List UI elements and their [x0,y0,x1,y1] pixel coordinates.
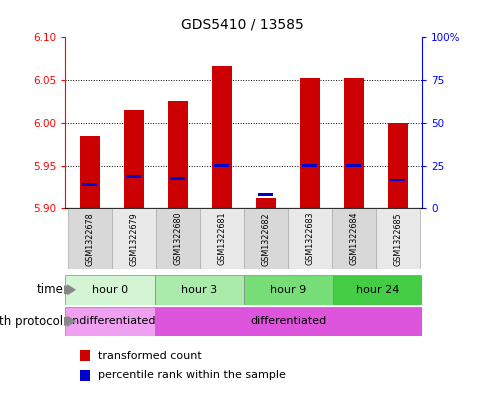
Bar [387,123,407,208]
Bar [213,164,229,167]
Bar [154,275,243,305]
Bar [154,307,421,336]
Bar [375,208,419,269]
Bar [65,307,154,336]
Text: time: time [36,283,63,296]
Bar [255,198,275,208]
Bar [79,351,90,361]
Text: GSM1322678: GSM1322678 [85,212,94,266]
Bar [170,177,185,180]
Text: GDS5410 / 13585: GDS5410 / 13585 [181,18,303,32]
Bar [65,275,154,305]
Bar [68,208,111,269]
Bar [243,275,332,305]
Bar [167,101,187,208]
Bar [212,66,231,208]
Bar [257,193,273,196]
Bar [79,370,90,380]
Bar [302,164,317,167]
Bar [331,208,375,269]
Text: GSM1322682: GSM1322682 [261,212,270,266]
Text: GSM1322684: GSM1322684 [348,212,358,266]
Text: transformed count: transformed count [97,351,201,361]
Bar [82,183,97,185]
Text: hour 0: hour 0 [92,285,128,295]
Text: GSM1322681: GSM1322681 [217,212,226,266]
Bar [343,77,363,208]
Bar [389,179,405,181]
Bar [111,208,155,269]
Text: undifferentiated: undifferentiated [65,316,155,326]
Bar [79,136,99,208]
Text: GSM1322680: GSM1322680 [173,212,182,266]
Bar [243,208,287,269]
Text: differentiated: differentiated [250,316,326,326]
Bar [123,110,143,208]
Text: GSM1322683: GSM1322683 [304,212,314,266]
Bar [332,275,421,305]
Text: percentile rank within the sample: percentile rank within the sample [97,370,285,380]
Text: GSM1322685: GSM1322685 [393,212,401,266]
Text: hour 24: hour 24 [355,285,398,295]
Text: hour 9: hour 9 [270,285,306,295]
Bar [155,208,199,269]
Text: GSM1322679: GSM1322679 [129,212,138,266]
Bar [199,208,243,269]
Bar [126,175,141,178]
Bar [287,208,331,269]
Bar [345,164,361,167]
Bar [299,78,319,208]
Text: hour 3: hour 3 [181,285,217,295]
Text: growth protocol: growth protocol [0,315,63,328]
